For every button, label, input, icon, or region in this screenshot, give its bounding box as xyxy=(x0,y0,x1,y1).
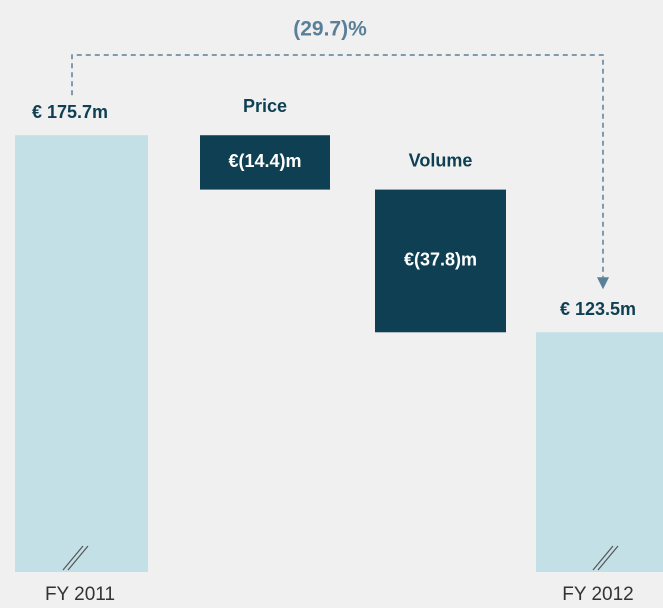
value-label: €(37.8)m xyxy=(404,250,477,270)
category-label: Volume xyxy=(409,150,473,170)
delta-bar xyxy=(375,189,506,333)
connector-arrow xyxy=(597,277,609,290)
value-label: € 175.7m xyxy=(32,102,108,122)
x-tick-label: FY 2012 xyxy=(562,584,633,605)
change-connector xyxy=(71,54,604,278)
value-label: €(14.4)m xyxy=(228,151,301,171)
category-label: Price xyxy=(243,96,287,116)
x-tick-label: FY 2011 xyxy=(45,584,115,605)
delta-bar xyxy=(200,135,330,190)
total-bar xyxy=(536,332,663,572)
change-annotation: (29.7)% xyxy=(293,18,367,41)
total-bar xyxy=(15,135,148,573)
value-label: € 123.5m xyxy=(560,299,636,319)
axis-break xyxy=(592,545,619,571)
axis-break xyxy=(62,545,89,571)
